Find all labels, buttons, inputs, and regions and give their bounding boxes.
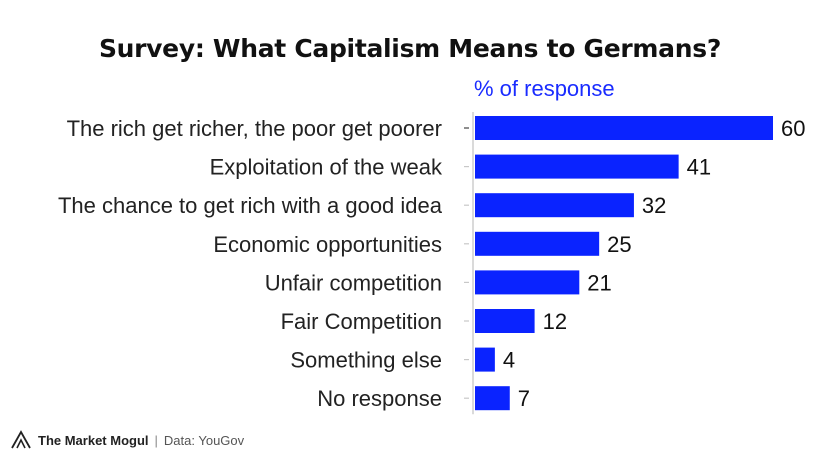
bar	[475, 116, 773, 140]
value-label: 12	[543, 309, 567, 334]
bar	[475, 386, 510, 411]
chart-title: Survey: What Capitalism Means to Germans…	[98, 34, 722, 63]
bar	[475, 154, 679, 179]
data-source: Data: YouGov	[163, 432, 245, 448]
footer-separator: |	[154, 432, 158, 448]
category-label: No response	[317, 386, 442, 411]
value-label: 25	[607, 232, 631, 257]
category-label: Exploitation of the weak	[210, 155, 443, 180]
value-label: 32	[642, 193, 666, 218]
value-label: 7	[518, 386, 530, 411]
value-label: 4	[503, 348, 515, 373]
value-label: 60	[781, 116, 805, 141]
bar-chart: The rich get richer, the poor get poorer…	[58, 112, 805, 415]
category-label: The rich get richer, the poor get poorer	[67, 116, 442, 141]
value-label: 21	[587, 270, 611, 295]
category-label: Something else	[290, 348, 442, 373]
market-mogul-logo-icon	[11, 430, 31, 449]
category-label: Economic opportunities	[213, 232, 442, 257]
value-label: 41	[687, 155, 711, 180]
chart-subtitle: % of response	[474, 76, 615, 101]
category-label: Fair Competition	[281, 309, 442, 334]
category-label: Unfair competition	[265, 270, 442, 295]
bar	[475, 193, 634, 218]
bar	[475, 347, 495, 372]
category-label: The chance to get rich with a good idea	[58, 193, 443, 218]
bar	[475, 231, 600, 256]
bar	[475, 309, 535, 333]
brand-name: The Market Mogul	[38, 432, 149, 448]
footer: The Market Mogul | Data: YouGov	[10, 428, 244, 452]
bar	[475, 270, 580, 295]
